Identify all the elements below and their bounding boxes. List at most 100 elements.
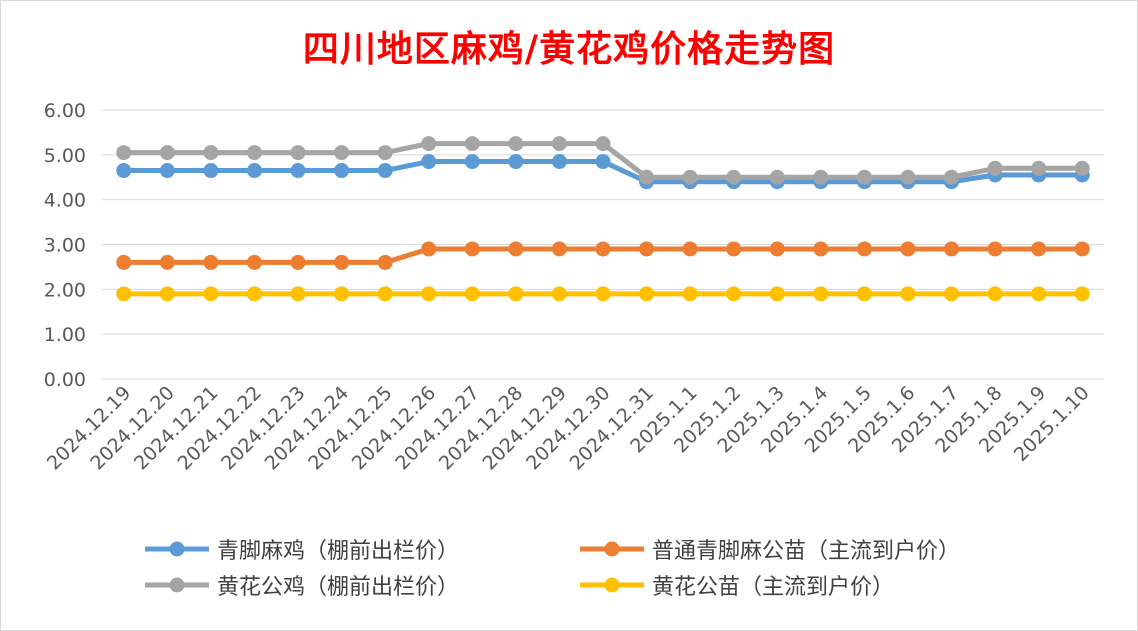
legend-label: 黄花公苗（主流到户价） bbox=[652, 575, 895, 600]
legend-item-huanghua-gongmiao: 黄花公苗（主流到户价） bbox=[580, 570, 894, 600]
chart-title: 四川地区麻鸡/黄花鸡价格走势图 bbox=[302, 28, 836, 70]
y-tick-label: 2.00 bbox=[44, 279, 86, 301]
data-point bbox=[464, 286, 480, 302]
data-point bbox=[508, 286, 524, 302]
data-point bbox=[813, 286, 829, 302]
data-point bbox=[377, 286, 393, 302]
data-point bbox=[595, 286, 611, 302]
data-point bbox=[159, 254, 175, 270]
data-point bbox=[987, 241, 1003, 257]
data-point bbox=[334, 254, 350, 270]
data-point bbox=[551, 154, 567, 170]
data-point bbox=[900, 286, 916, 302]
data-point bbox=[334, 145, 350, 161]
data-point bbox=[769, 169, 785, 185]
data-point bbox=[377, 254, 393, 270]
data-point bbox=[726, 169, 742, 185]
data-point bbox=[682, 241, 698, 257]
data-point bbox=[551, 286, 567, 302]
data-point bbox=[508, 136, 524, 152]
data-point bbox=[377, 163, 393, 179]
data-point bbox=[1074, 160, 1090, 176]
y-tick-label: 4.00 bbox=[44, 190, 86, 212]
data-point bbox=[1031, 160, 1047, 176]
data-point bbox=[900, 241, 916, 257]
data-point bbox=[290, 254, 306, 270]
data-point bbox=[508, 241, 524, 257]
data-point bbox=[159, 163, 175, 179]
data-point bbox=[639, 286, 655, 302]
legend-label: 黄花公鸡（棚前出栏价） bbox=[217, 575, 460, 600]
data-point bbox=[726, 286, 742, 302]
data-point bbox=[856, 286, 872, 302]
data-point bbox=[944, 241, 960, 257]
legend-swatch bbox=[145, 541, 209, 557]
data-point bbox=[682, 286, 698, 302]
data-point bbox=[377, 145, 393, 161]
legend-item-putong-gongmiao: 普通青脚麻公苗（主流到户价） bbox=[580, 534, 960, 564]
data-point bbox=[159, 145, 175, 161]
data-point bbox=[551, 241, 567, 257]
data-point bbox=[769, 241, 785, 257]
data-point bbox=[203, 254, 219, 270]
y-tick-label: 1.00 bbox=[44, 324, 86, 346]
legend-swatch bbox=[580, 541, 644, 557]
data-point bbox=[334, 286, 350, 302]
data-point bbox=[682, 169, 698, 185]
data-point bbox=[595, 154, 611, 170]
data-point bbox=[116, 254, 132, 270]
y-tick-label: 0.00 bbox=[44, 369, 86, 391]
data-point bbox=[203, 286, 219, 302]
data-point bbox=[595, 136, 611, 152]
data-point bbox=[464, 136, 480, 152]
data-point bbox=[726, 241, 742, 257]
data-point bbox=[856, 169, 872, 185]
data-point bbox=[639, 169, 655, 185]
legend-label: 青脚麻鸡（棚前出栏价） bbox=[217, 539, 460, 564]
data-point bbox=[639, 241, 655, 257]
data-point bbox=[421, 286, 437, 302]
data-point bbox=[900, 169, 916, 185]
data-point bbox=[464, 154, 480, 170]
data-point bbox=[290, 163, 306, 179]
data-point bbox=[290, 286, 306, 302]
data-point bbox=[856, 241, 872, 257]
data-point bbox=[334, 163, 350, 179]
y-tick-label: 6.00 bbox=[44, 100, 86, 122]
y-tick-label: 5.00 bbox=[44, 145, 86, 167]
data-point bbox=[944, 286, 960, 302]
data-point bbox=[987, 160, 1003, 176]
data-point bbox=[769, 286, 785, 302]
data-point bbox=[464, 241, 480, 257]
data-point bbox=[1031, 241, 1047, 257]
data-point bbox=[246, 254, 262, 270]
legend-item-huanghua-gongji: 黄花公鸡（棚前出栏价） bbox=[145, 570, 459, 600]
data-point bbox=[246, 163, 262, 179]
data-point bbox=[987, 286, 1003, 302]
data-point bbox=[595, 241, 611, 257]
data-point bbox=[290, 145, 306, 161]
data-point bbox=[159, 286, 175, 302]
data-point bbox=[116, 286, 132, 302]
legend-swatch bbox=[580, 577, 644, 593]
data-point bbox=[1074, 286, 1090, 302]
data-point bbox=[421, 241, 437, 257]
data-point bbox=[1031, 286, 1047, 302]
data-point bbox=[813, 241, 829, 257]
data-point bbox=[944, 169, 960, 185]
data-point bbox=[551, 136, 567, 152]
data-point bbox=[421, 154, 437, 170]
legend-label: 普通青脚麻公苗（主流到户价） bbox=[652, 539, 961, 564]
data-point bbox=[508, 154, 524, 170]
data-point bbox=[203, 163, 219, 179]
data-point bbox=[246, 286, 262, 302]
legend-swatch bbox=[145, 577, 209, 593]
y-tick-label: 3.00 bbox=[44, 235, 86, 257]
data-point bbox=[116, 145, 132, 161]
data-point bbox=[813, 169, 829, 185]
data-point bbox=[116, 163, 132, 179]
data-point bbox=[1074, 241, 1090, 257]
legend-item-qingjiao-maji: 青脚麻鸡（棚前出栏价） bbox=[145, 534, 459, 564]
